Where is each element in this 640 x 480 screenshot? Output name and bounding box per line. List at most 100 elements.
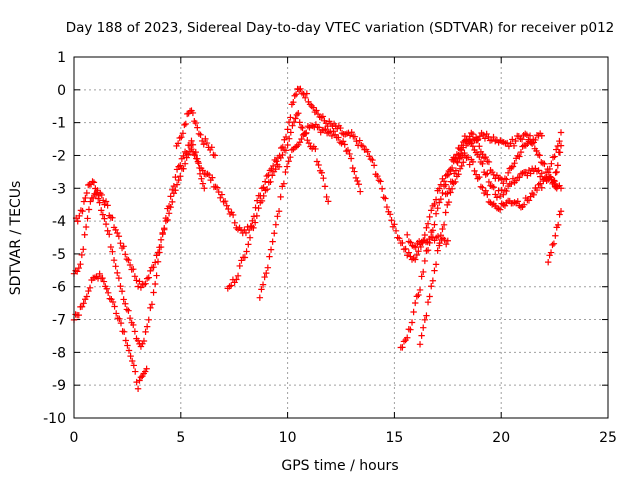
data-point [87, 198, 94, 205]
data-point [109, 298, 117, 306]
data-point [407, 253, 414, 260]
data-point [410, 254, 417, 262]
data-point [133, 378, 140, 386]
data-point [282, 133, 290, 141]
y-tick-label: -3 [52, 181, 66, 197]
data-point [209, 174, 216, 181]
data-point [408, 319, 416, 326]
data-point [504, 169, 512, 177]
data-point [253, 212, 261, 220]
data-point [445, 171, 453, 178]
x-tick-label: 15 [385, 430, 403, 446]
series-track-4 [173, 107, 219, 159]
data-point [145, 316, 152, 324]
data-point [142, 328, 149, 336]
data-point [431, 221, 438, 228]
data-point [221, 197, 229, 205]
data-point [110, 257, 118, 264]
series-track-11 [544, 208, 565, 266]
data-point [445, 198, 453, 206]
data-point [153, 272, 160, 279]
data-point [85, 181, 92, 189]
data-point [129, 357, 136, 365]
data-point [508, 180, 515, 188]
data-point [421, 316, 429, 324]
data-point [116, 315, 123, 323]
data-point [399, 239, 406, 247]
data-point [318, 169, 325, 176]
data-point [75, 311, 83, 319]
data-point [511, 199, 518, 206]
data-point [255, 204, 262, 212]
data-point [124, 342, 131, 349]
data-point [126, 314, 134, 322]
data-point [337, 124, 344, 132]
data-point [538, 184, 545, 191]
data-point [117, 283, 124, 290]
data-point [303, 90, 311, 97]
series-track-3 [72, 137, 208, 350]
data-point [286, 135, 293, 142]
data-point [114, 229, 121, 237]
data-point [436, 185, 443, 192]
data-point [104, 289, 112, 296]
data-point [137, 284, 145, 291]
data-point [122, 251, 129, 258]
data-point [377, 178, 384, 185]
data-point [178, 155, 186, 162]
data-point [195, 130, 203, 137]
data-point [509, 175, 517, 182]
data-point [447, 189, 454, 196]
data-point [441, 236, 448, 244]
data-point [452, 167, 460, 174]
series-track-8 [416, 129, 565, 348]
data-point [74, 268, 81, 275]
data-point [78, 303, 86, 310]
data-point [173, 181, 181, 188]
data-point [261, 178, 269, 185]
data-point [461, 149, 468, 157]
data-point [468, 139, 475, 147]
data-point [291, 92, 298, 99]
y-tick-label: -8 [52, 345, 66, 361]
data-point [245, 241, 252, 248]
data-point [109, 214, 116, 222]
data-point [145, 274, 152, 281]
data-point [280, 180, 288, 187]
data-point [215, 188, 222, 196]
data-point [165, 202, 173, 210]
data-point [417, 243, 425, 251]
data-point [432, 261, 440, 268]
data-point [485, 178, 493, 186]
data-point [90, 179, 98, 186]
y-tick-label: -6 [52, 280, 66, 296]
grid [74, 57, 608, 418]
data-point [370, 162, 378, 169]
data-point [211, 152, 219, 159]
data-point [188, 137, 195, 145]
data-point [76, 212, 83, 220]
data-point [287, 129, 295, 136]
data-point [388, 217, 395, 224]
data-point [264, 264, 272, 271]
data-point [493, 194, 501, 201]
data-point [284, 126, 291, 133]
data-point [557, 142, 565, 149]
data-point [132, 368, 139, 375]
data-point [416, 286, 424, 294]
data-point [131, 328, 139, 335]
data-point [482, 187, 489, 194]
series-track-12 [551, 142, 565, 185]
y-tick-label: 1 [57, 50, 66, 66]
data-point [115, 274, 123, 282]
data-point [328, 132, 336, 140]
data-point [429, 227, 437, 234]
y-tick-label: -1 [52, 116, 66, 132]
data-point [275, 208, 283, 215]
x-tick-label: 0 [70, 430, 79, 446]
x-tick-label: 5 [176, 430, 185, 446]
data-point [442, 172, 449, 180]
data-point [143, 275, 151, 282]
data-point [275, 163, 283, 170]
data-point [130, 321, 137, 329]
